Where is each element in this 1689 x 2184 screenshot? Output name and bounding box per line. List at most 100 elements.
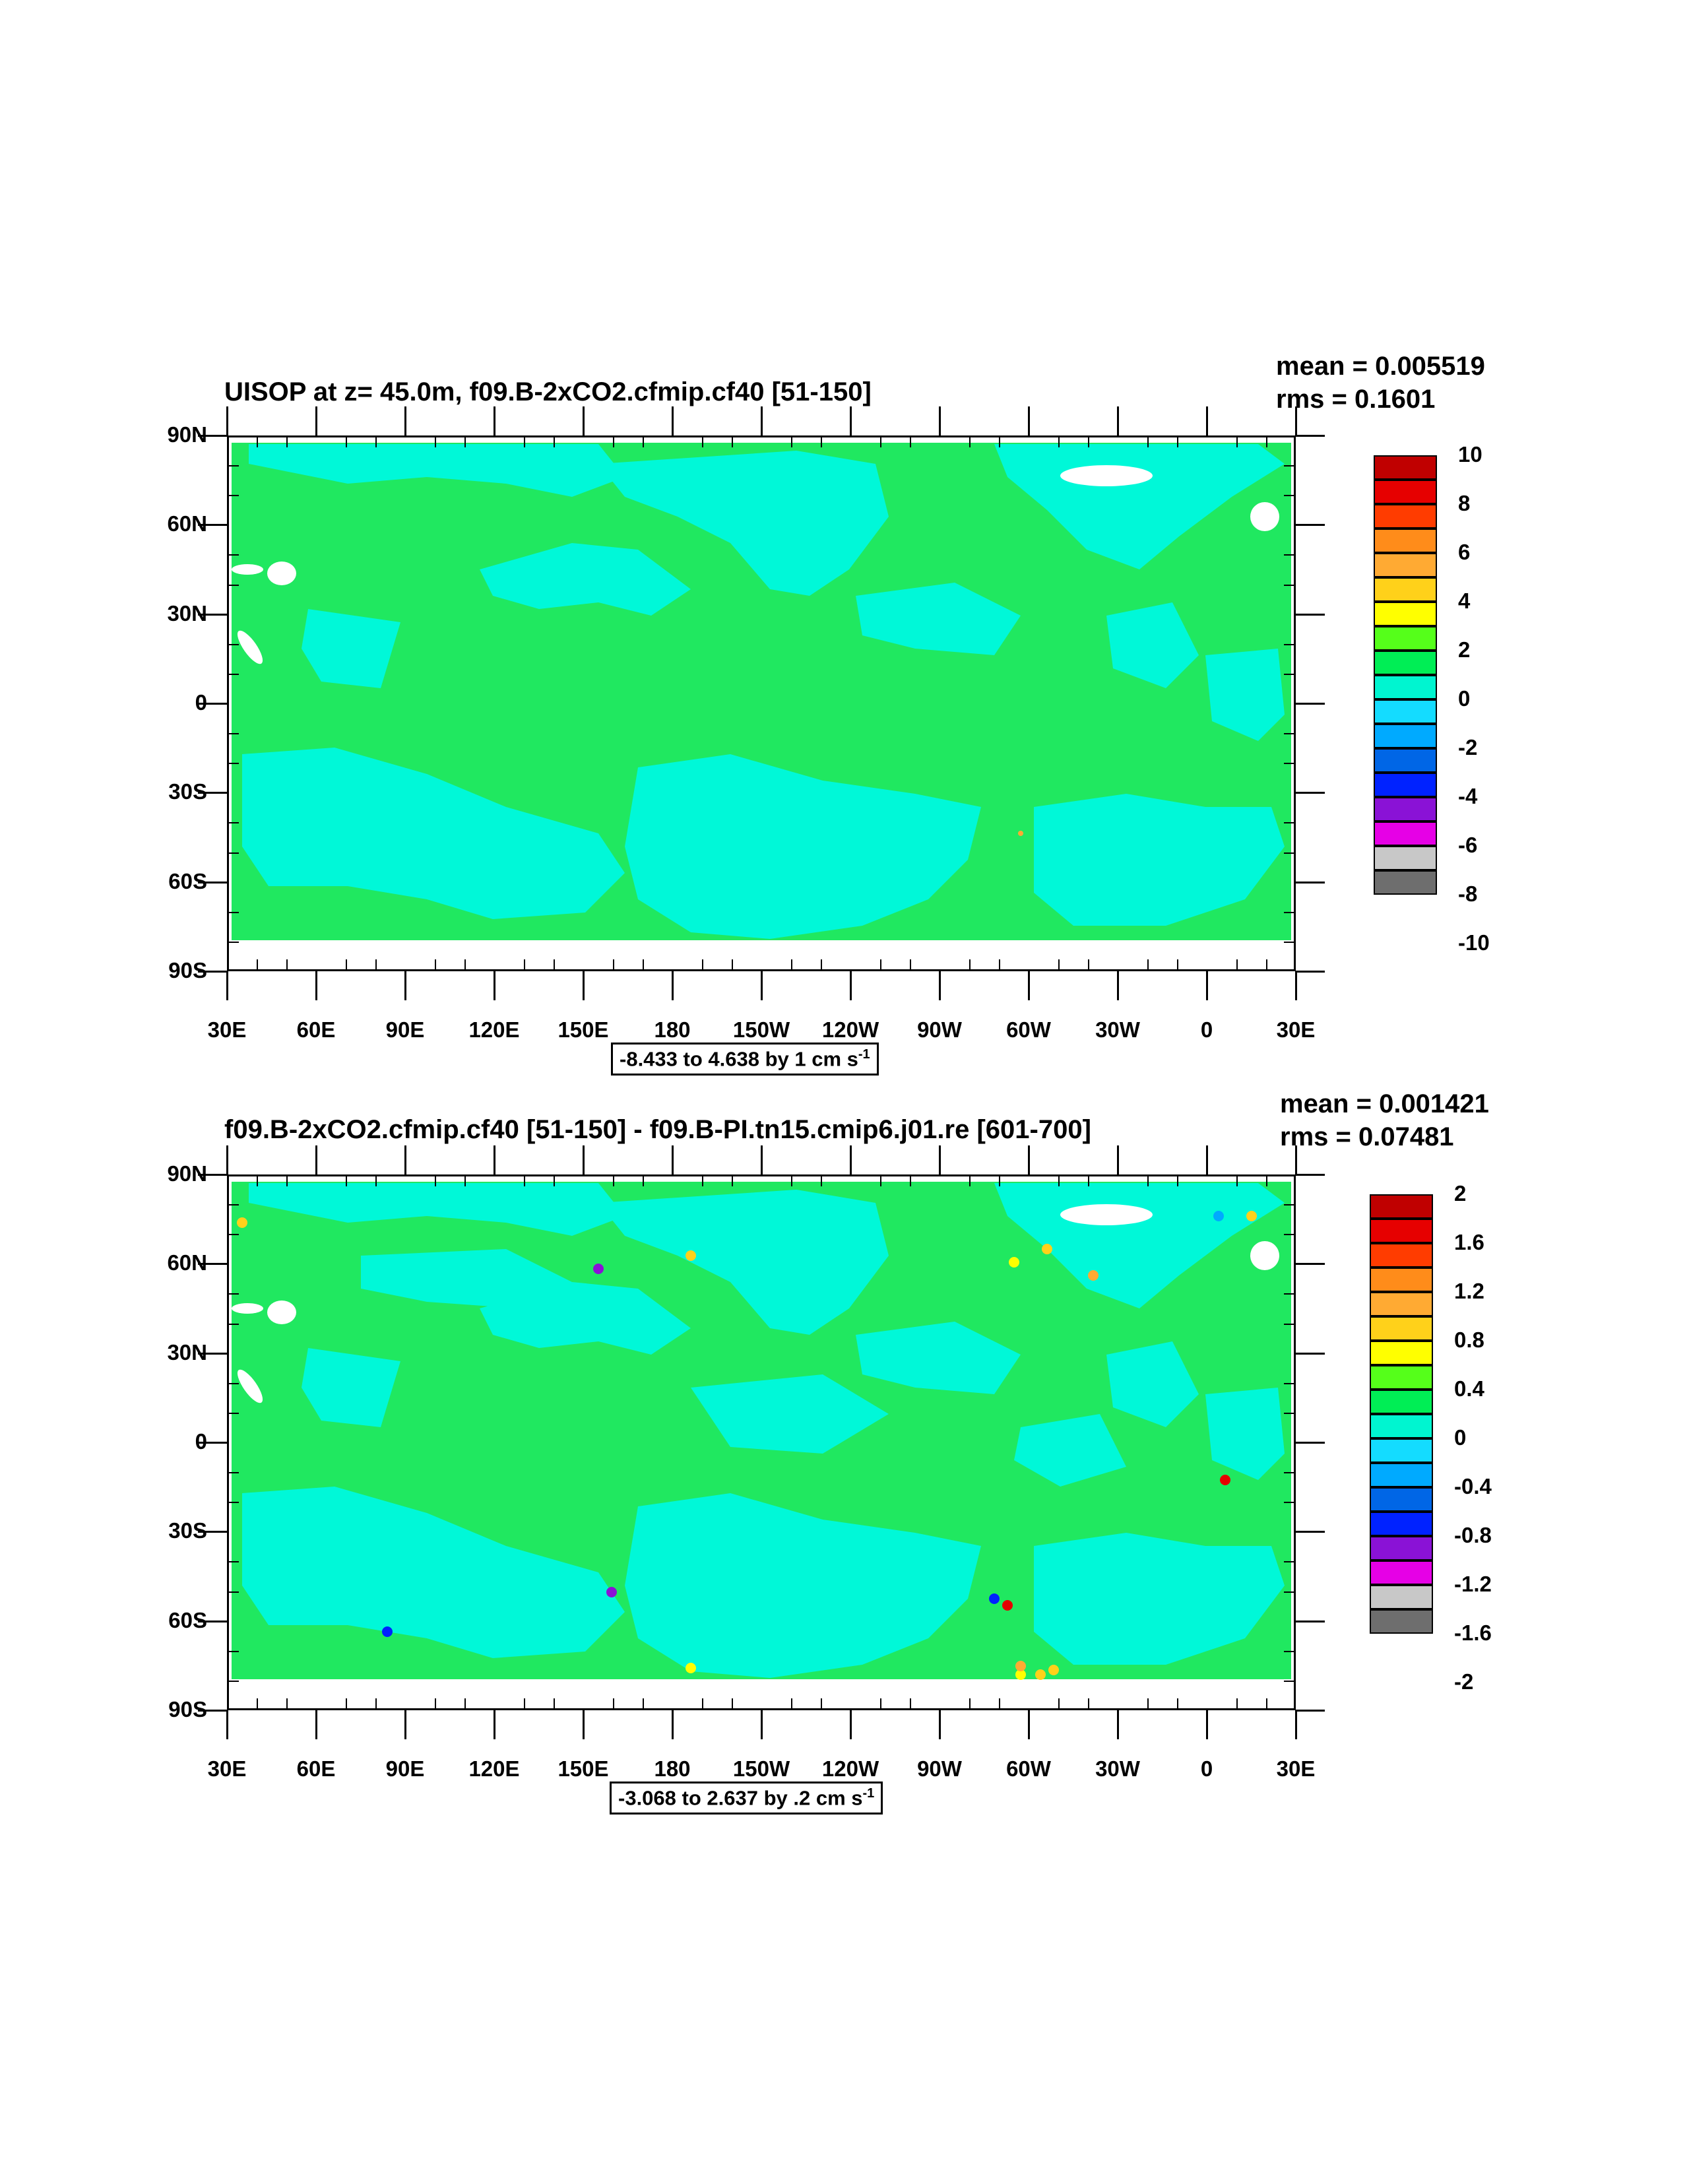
y-minor-tick: [1284, 1204, 1296, 1206]
x-minor-tick: [524, 959, 525, 971]
y-tick-label: 60S: [168, 1607, 207, 1632]
colorbar-box: [1370, 1609, 1433, 1634]
colorbar-box: [1370, 1585, 1433, 1609]
y-minor-tick: [227, 822, 239, 824]
x-minor-tick: [702, 1174, 703, 1186]
x-major-tick: [1295, 971, 1297, 1000]
y-minor-tick: [227, 1502, 239, 1504]
y-tick-label: 30N: [167, 600, 207, 626]
y-major-tick: [1296, 1531, 1325, 1533]
y-major-tick: [1296, 703, 1325, 705]
anomaly-spot: [1246, 1211, 1257, 1221]
colorbar-label: -0.4: [1454, 1474, 1492, 1498]
y-minor-tick: [1284, 911, 1296, 913]
x-major-tick: [494, 1145, 495, 1174]
x-tick-label: 180: [654, 1756, 691, 1781]
y-major-tick: [1296, 1174, 1325, 1176]
colorbar-label: -10: [1458, 930, 1490, 955]
y-tick-label: 60N: [167, 1250, 207, 1275]
x-major-tick: [1117, 406, 1119, 435]
missing-data-patch: [267, 562, 296, 585]
x-major-tick: [1028, 406, 1030, 435]
x-minor-tick: [643, 435, 644, 447]
panel-2-title: f09.B-2xCO2.cfmip.cf40 [51-150] - f09.B-…: [224, 1115, 1091, 1144]
x-minor-tick: [702, 435, 703, 447]
x-minor-tick: [1266, 1698, 1267, 1710]
colorbar-box: [1374, 748, 1437, 773]
panel-2-mean: mean = 0.001421: [1280, 1089, 1489, 1118]
anomaly-spot: [1015, 1661, 1026, 1671]
x-minor-tick: [702, 959, 703, 971]
y-minor-tick: [1284, 1323, 1296, 1325]
colorbar-box: [1374, 577, 1437, 602]
x-tick-label: 180: [654, 1017, 691, 1042]
y-minor-tick: [227, 1234, 239, 1236]
x-major-tick: [1206, 1710, 1208, 1739]
colorbar-label: -2: [1454, 1669, 1474, 1694]
x-minor-tick: [464, 1174, 466, 1186]
x-minor-tick: [791, 1698, 792, 1710]
y-tick-label: 30S: [168, 779, 207, 804]
x-major-tick: [850, 1710, 852, 1739]
y-tick-label: 90N: [167, 1161, 207, 1186]
x-minor-tick: [732, 959, 733, 971]
x-minor-tick: [1088, 1174, 1089, 1186]
x-tick-label: 90W: [917, 1756, 962, 1781]
panel-1-map: [227, 435, 1296, 971]
panel-1-rms: rms = 0.1601: [1276, 385, 1436, 414]
colorbar-box: [1370, 1463, 1433, 1487]
y-minor-tick: [1284, 1472, 1296, 1474]
x-major-tick: [1295, 1145, 1297, 1174]
x-minor-tick: [732, 1698, 733, 1710]
colorbar-box: [1374, 821, 1437, 846]
x-minor-tick: [821, 1698, 822, 1710]
y-minor-tick: [1284, 584, 1296, 586]
x-minor-tick: [346, 435, 347, 447]
colorbar-label: -8: [1458, 882, 1478, 906]
x-minor-tick: [1058, 959, 1060, 971]
anomaly-spot: [1042, 1244, 1052, 1254]
colorbar-box: [1374, 773, 1437, 797]
y-minor-tick: [227, 643, 239, 645]
y-minor-tick: [227, 1591, 239, 1593]
x-minor-tick: [791, 959, 792, 971]
x-major-tick: [1028, 1710, 1030, 1739]
y-major-tick: [1296, 1442, 1325, 1444]
x-tick-label: 30W: [1095, 1756, 1140, 1781]
colorbar-box: [1370, 1487, 1433, 1512]
field-negative-region: [242, 748, 625, 919]
y-minor-tick: [227, 1204, 239, 1206]
field-negative-region: [625, 1493, 981, 1678]
x-major-tick: [1028, 971, 1030, 1000]
x-major-tick: [404, 1710, 406, 1739]
x-tick-label: 30E: [1276, 1017, 1316, 1042]
colorbar-label: 1.6: [1454, 1230, 1484, 1254]
x-minor-tick: [613, 435, 614, 447]
colorbar-label: -1.6: [1454, 1621, 1492, 1645]
x-minor-tick: [435, 435, 436, 447]
colorbar-label: 0.4: [1454, 1376, 1484, 1401]
x-minor-tick: [702, 1698, 703, 1710]
colorbar-box: [1370, 1536, 1433, 1560]
missing-data-patch: [267, 1301, 296, 1324]
y-minor-tick: [1284, 554, 1296, 556]
colorbar-label: 1.2: [1454, 1279, 1484, 1303]
y-minor-tick: [227, 465, 239, 467]
anomaly-spot: [593, 1264, 604, 1274]
y-minor-tick: [227, 1561, 239, 1563]
x-minor-tick: [375, 1698, 377, 1710]
x-minor-tick: [969, 435, 971, 447]
x-tick-label: 90E: [385, 1756, 425, 1781]
x-minor-tick: [791, 435, 792, 447]
x-minor-tick: [286, 435, 288, 447]
colorbar-label: -2: [1458, 735, 1478, 759]
colorbar-box: [1370, 1341, 1433, 1365]
colorbar-label: 2: [1458, 637, 1471, 662]
x-minor-tick: [613, 1698, 614, 1710]
field-negative-region: [598, 451, 889, 596]
missing-data-patch: [232, 564, 263, 575]
y-minor-tick: [227, 584, 239, 586]
colorbar-label: 4: [1458, 589, 1471, 613]
x-tick-label: 150E: [558, 1017, 609, 1042]
x-minor-tick: [464, 435, 466, 447]
